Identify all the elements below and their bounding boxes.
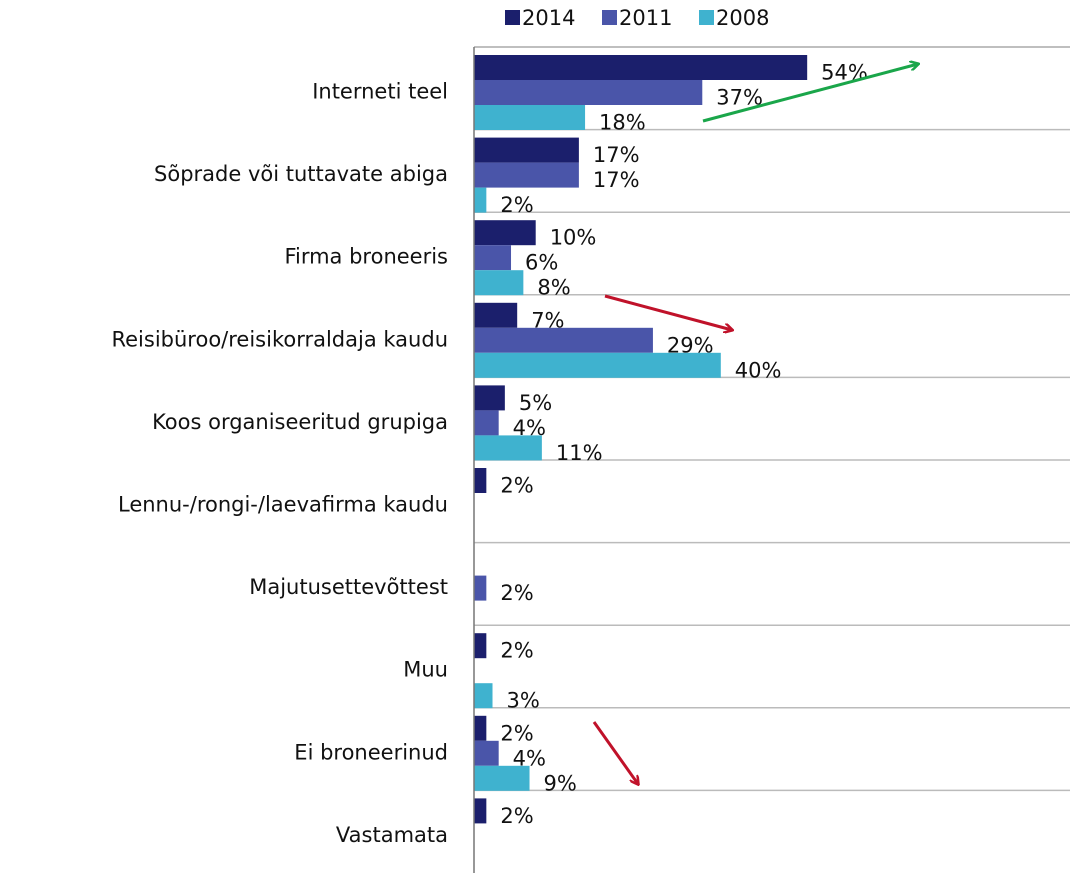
bar	[474, 798, 487, 824]
bar	[474, 740, 499, 766]
value-label: 17%	[593, 143, 640, 167]
value-label: 2%	[500, 474, 533, 498]
value-label: 3%	[507, 689, 540, 713]
value-label: 2%	[500, 193, 533, 217]
value-label: 2%	[500, 721, 533, 745]
value-label: 2%	[500, 639, 533, 663]
bar	[474, 352, 721, 378]
bar	[474, 683, 493, 709]
category-label: Reisibüroo/reisikorraldaja kaudu	[111, 327, 448, 351]
category-label: Vastamata	[336, 823, 448, 847]
legend-label: 2011	[619, 6, 672, 30]
bar	[474, 162, 579, 188]
bar	[474, 435, 542, 461]
legend-swatch	[602, 10, 617, 25]
value-label: 17%	[593, 168, 640, 192]
value-label: 54%	[821, 61, 868, 85]
legend-swatch	[699, 10, 714, 25]
bar	[474, 633, 487, 659]
category-label: Lennu-/rongi-/laevafirma kaudu	[118, 493, 448, 517]
bar	[474, 468, 487, 493]
bar	[474, 327, 653, 353]
value-label: 37%	[716, 86, 763, 110]
bar	[474, 270, 524, 296]
bar	[474, 220, 536, 246]
bar	[474, 80, 703, 105]
bar	[474, 187, 487, 213]
bar	[474, 105, 586, 130]
category-label: Firma broneeris	[284, 245, 448, 269]
legend-label: 2008	[716, 6, 769, 30]
bar	[474, 385, 505, 411]
bar	[474, 245, 512, 271]
category-label: Interneti teel	[312, 80, 448, 104]
category-label: Majutusettevõttest	[249, 575, 448, 599]
category-label: Ei broneerinud	[294, 740, 448, 764]
bar	[474, 765, 530, 791]
value-label: 8%	[537, 276, 570, 300]
value-label: 18%	[599, 111, 646, 135]
category-label: Koos organiseeritud grupiga	[152, 410, 448, 434]
category-label: Muu	[403, 658, 448, 682]
legend-label: 2014	[522, 6, 575, 30]
bar	[474, 55, 808, 80]
value-label: 9%	[544, 771, 577, 795]
bar	[474, 302, 518, 328]
category-label: Sõprade või tuttavate abiga	[154, 162, 448, 186]
value-label: 6%	[525, 251, 558, 275]
value-label: 2%	[500, 581, 533, 605]
value-label: 5%	[519, 391, 552, 415]
bar	[474, 715, 487, 741]
value-label: 10%	[550, 226, 597, 250]
bar	[474, 575, 487, 601]
value-label: 11%	[556, 441, 603, 465]
annotation-arrow	[604, 294, 732, 330]
annotation-arrow	[702, 64, 918, 123]
legend-swatch	[505, 10, 520, 25]
annotation-arrow	[592, 721, 638, 784]
bar	[474, 410, 499, 436]
value-label: 40%	[735, 358, 782, 382]
value-label: 2%	[500, 804, 533, 828]
bar	[474, 137, 579, 163]
